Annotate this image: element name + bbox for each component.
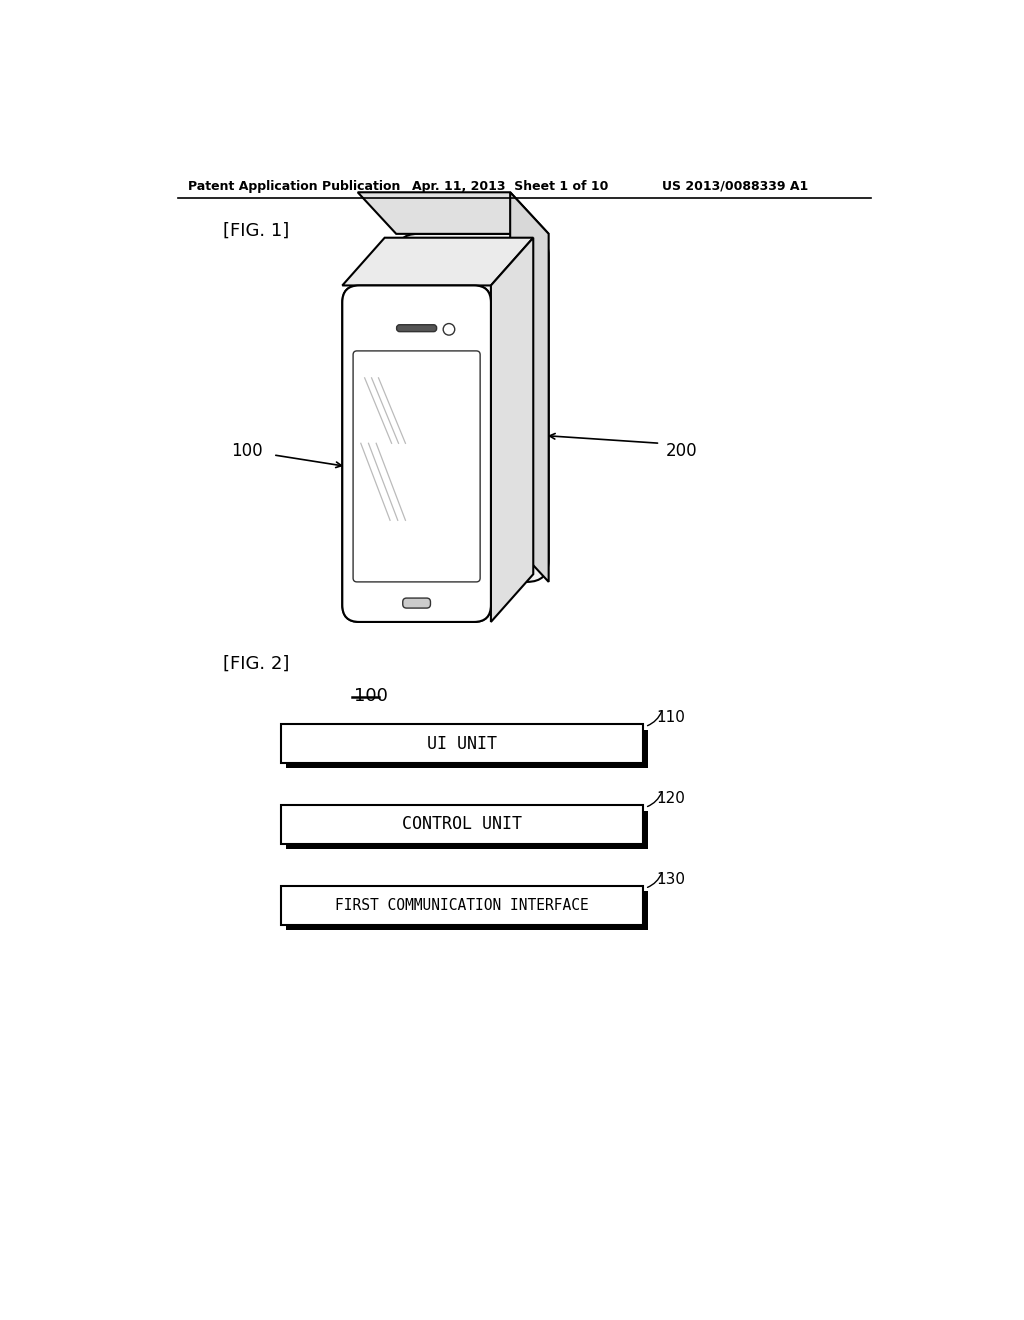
Text: UI UNIT: UI UNIT: [427, 735, 497, 752]
Text: US 2013/0088339 A1: US 2013/0088339 A1: [662, 180, 808, 193]
Bar: [286, 730, 648, 768]
Text: 120: 120: [656, 792, 685, 807]
FancyBboxPatch shape: [342, 285, 490, 622]
Text: CONTROL UNIT: CONTROL UNIT: [401, 816, 521, 833]
Bar: [281, 886, 643, 924]
FancyBboxPatch shape: [402, 598, 430, 609]
Bar: [286, 891, 648, 929]
Text: 200: 200: [666, 442, 697, 459]
Bar: [281, 805, 643, 843]
Text: [FIG. 2]: [FIG. 2]: [223, 655, 290, 673]
Polygon shape: [510, 193, 549, 582]
Circle shape: [443, 323, 455, 335]
Text: Patent Application Publication: Patent Application Publication: [188, 180, 400, 193]
FancyBboxPatch shape: [353, 351, 480, 582]
FancyBboxPatch shape: [342, 285, 490, 622]
Text: [FIG. 1]: [FIG. 1]: [223, 222, 289, 239]
FancyBboxPatch shape: [396, 325, 436, 331]
Polygon shape: [342, 238, 534, 285]
Polygon shape: [357, 193, 549, 234]
Bar: [281, 725, 643, 763]
Text: 100: 100: [231, 442, 263, 459]
Text: 110: 110: [656, 710, 685, 726]
Text: Apr. 11, 2013  Sheet 1 of 10: Apr. 11, 2013 Sheet 1 of 10: [412, 180, 608, 193]
Bar: [286, 810, 648, 849]
FancyBboxPatch shape: [396, 234, 549, 582]
Polygon shape: [490, 238, 534, 622]
Text: FIRST COMMUNICATION INTERFACE: FIRST COMMUNICATION INTERFACE: [335, 898, 589, 913]
Text: 100: 100: [354, 688, 388, 705]
Text: 130: 130: [656, 873, 685, 887]
